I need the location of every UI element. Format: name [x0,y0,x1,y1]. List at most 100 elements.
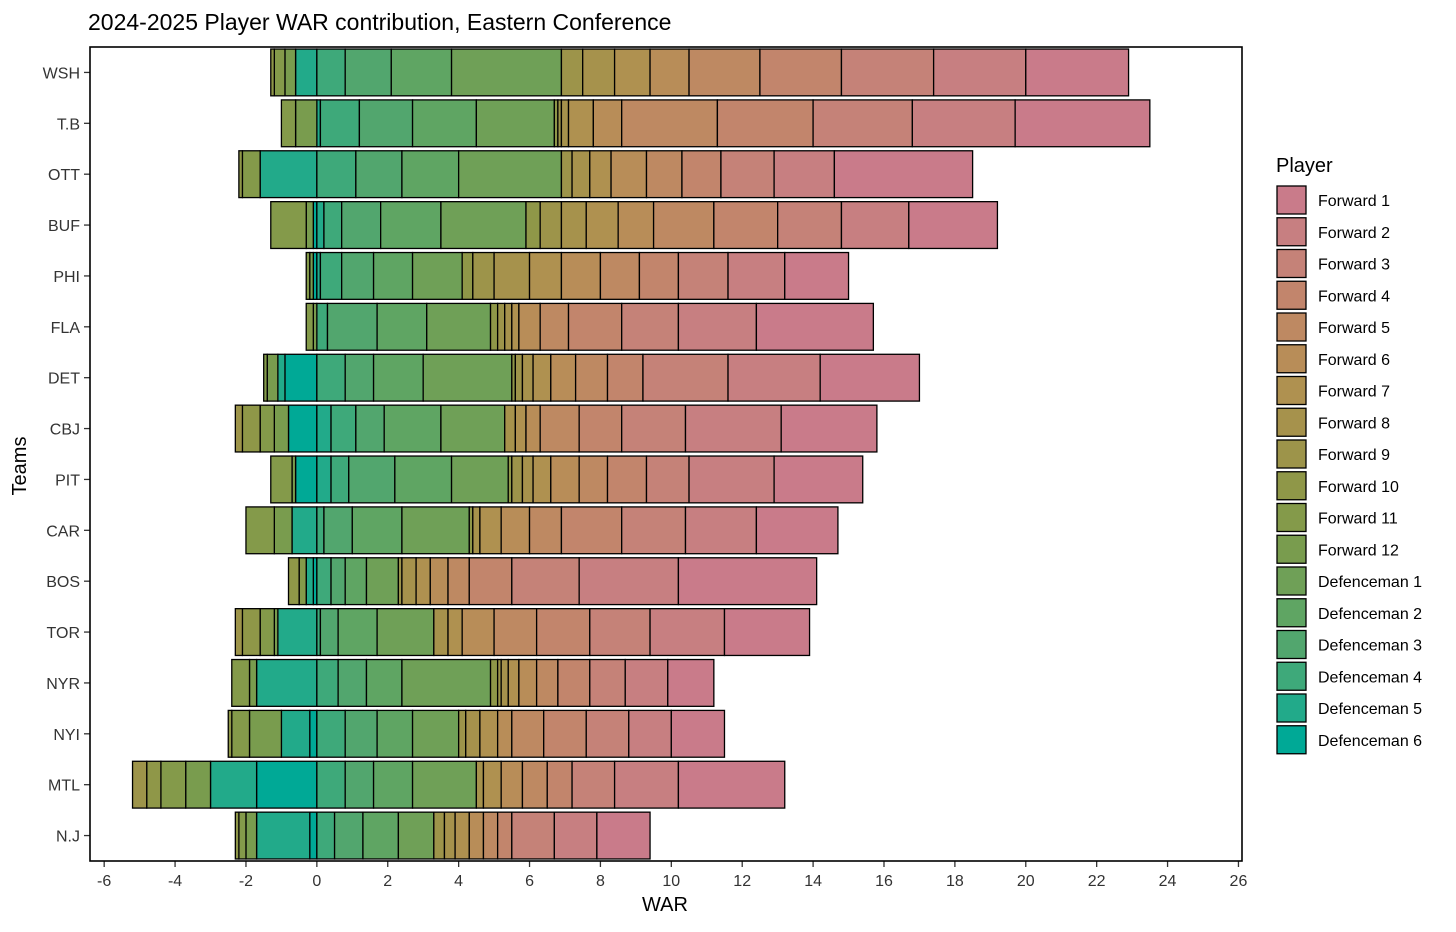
bar-segment [465,709,481,758]
bar-segment [532,455,552,504]
x-tick-label: 8 [596,873,605,890]
bar-segment [642,353,729,402]
chart-title: 2024-2025 Player WAR contribution, Easte… [88,9,671,35]
bar-segment [468,557,513,606]
bar-segment [440,404,506,453]
bar-segment [571,760,616,809]
legend-label: Defenceman 2 [1318,606,1422,623]
bar-segment [376,608,435,657]
legend-swatch [1276,248,1307,279]
bar-segment [227,709,233,758]
bar-segment [535,658,559,707]
bar-segment [401,658,492,707]
legend-label: Forward 7 [1318,384,1390,401]
bar-segment [280,709,311,758]
bar-segment [624,658,669,707]
bar-segment [723,608,811,657]
bar-segment [472,251,495,300]
bar-segment [511,557,580,606]
bar-segment [280,99,297,148]
bar-segment [606,353,644,402]
legend-swatch [1276,661,1307,691]
bar-segment [287,557,300,606]
bar-segment [259,150,318,199]
bar-segment [270,455,293,504]
x-tick-label: 22 [1088,873,1106,890]
bar-segment [553,811,598,860]
bar-segment [450,48,563,97]
bar-segment [500,658,509,707]
bar-segment [621,302,680,351]
bar-segment [234,608,244,657]
x-tick-label: 24 [1159,873,1177,890]
bar-segment [316,811,336,860]
bar-segment [539,404,580,453]
bar-segment [333,811,364,860]
bar-segment [365,557,400,606]
x-tick-label: -6 [97,873,111,890]
legend-label: Defenceman 3 [1318,638,1422,655]
bar-segment [305,302,314,351]
bar-segment [231,709,251,758]
bar-segment [376,302,428,351]
bar-segment [840,201,910,250]
bar-segment [422,353,513,402]
bar-segment [355,404,385,453]
bar-segment [284,48,297,97]
bar-segment [440,201,527,250]
bar-segment [908,201,999,250]
bar-segment [550,455,580,504]
bar-segment [401,557,417,606]
bar-segment [238,150,244,199]
bar-segment [688,455,775,504]
legend-label: Forward 11 [1318,511,1398,528]
legend-swatch [1276,534,1307,564]
legend-swatch [1276,502,1307,533]
bar-segment [426,302,492,351]
bar-segment [411,709,460,758]
bar-segment [273,48,286,97]
x-tick-label: 14 [804,873,822,890]
bar-segment [759,48,843,97]
bar-segment [578,404,623,453]
bar-segment [496,302,506,351]
y-tick-label: OTT [48,167,80,184]
bar-segment [316,658,339,707]
bar-segment [645,150,683,199]
bar-segment [372,353,424,402]
y-tick-label: PIT [55,472,80,489]
bar-segment [645,455,690,504]
bar-segment [351,506,403,555]
bar-segment [238,811,247,860]
bar-segment [337,658,368,707]
legend-swatch [1276,566,1307,596]
bar-segment [500,760,524,809]
bar-segment [667,658,715,707]
bar-segment [525,404,541,453]
bar-segment [472,506,481,555]
bar-segment [500,506,531,555]
bar-segment [457,150,563,199]
bar-segment [638,251,680,300]
bar-segment [259,404,275,453]
legend-swatch [1276,439,1307,469]
bar-segment [277,353,286,402]
bar-segment [390,48,453,97]
bar-segment [514,353,524,402]
legend-label: Forward 3 [1318,257,1390,274]
bar-segment [146,760,162,809]
legend-swatch [1276,725,1307,755]
bar-segment [245,506,275,555]
bar-segment [543,709,587,758]
bar-segment [394,455,453,504]
bar-segment [649,48,690,97]
bar-segment [610,150,648,199]
legend-label: Forward 12 [1318,542,1399,559]
legend-label: Forward 6 [1318,352,1390,369]
bar-segment [433,608,449,657]
bar-segment [411,251,463,300]
bar-segment [337,608,378,657]
x-tick-label: -2 [239,873,253,890]
bar-segment [309,811,318,860]
bar-segment [599,251,641,300]
